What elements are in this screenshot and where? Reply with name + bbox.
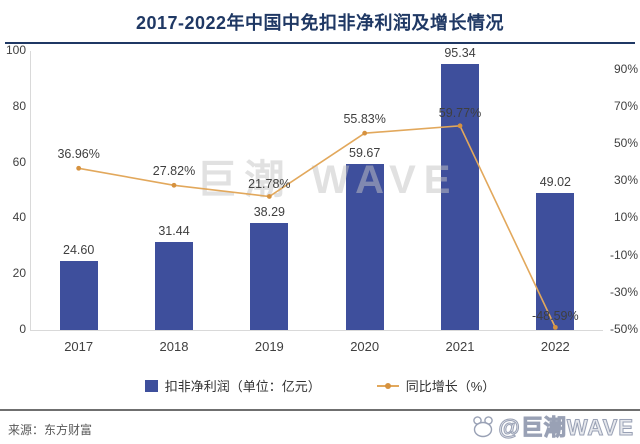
- left-axis-tick: 20: [12, 266, 26, 281]
- legend-label-profit: 扣非净利润（单位：亿元）: [164, 379, 321, 394]
- left-axis-tick: 60: [12, 154, 26, 169]
- x-axis-label: 2022: [540, 339, 570, 354]
- right-axis-tick: 70%: [613, 98, 638, 113]
- line-point-marker: [457, 123, 463, 129]
- line-legend-marker-icon: [376, 382, 399, 389]
- line-point-marker: [266, 194, 272, 199]
- right-axis-tick: -10%: [609, 247, 638, 262]
- page-title: 2017-2022年中国中免扣非净利润及增长情况: [135, 13, 505, 33]
- x-axis-label: 2019: [254, 339, 284, 354]
- bar-value-label: 24.60: [63, 243, 95, 258]
- bar-value-label: 49.02: [539, 175, 571, 190]
- x-axis-label: 2020: [350, 339, 380, 354]
- x-axis-label: 2021: [445, 339, 475, 354]
- growth-value-label: 59.77%: [438, 105, 482, 120]
- bar-legend-swatch-icon: [144, 379, 158, 392]
- growth-value-label: 27.82%: [152, 164, 196, 179]
- right-axis-tick: 10%: [613, 210, 638, 225]
- brand-watermark-text: @巨潮WAVE: [498, 415, 634, 441]
- title-divider: [5, 42, 635, 44]
- bar-2022: [536, 193, 575, 330]
- line-point-marker: [362, 130, 368, 136]
- bar-value-label: 31.44: [158, 224, 190, 239]
- line-point-marker: [552, 324, 558, 330]
- bar-2017: [59, 261, 98, 330]
- line-point-marker: [171, 182, 177, 188]
- center-watermark: 巨潮 WAVE: [196, 158, 459, 202]
- plot-area: 巨潮 WAVE 0 20 40 60 80 100 90% 70% 50% 30% 10% -10% -…: [6, 43, 638, 354]
- legend-item-profit: 扣非净利润（单位：亿元）: [144, 376, 321, 395]
- bar-value-label: 59.67: [349, 145, 381, 160]
- mascot-logo-icon: [473, 416, 494, 438]
- legend-label-growth: 同比增长（%）: [405, 379, 496, 394]
- growth-value-label: -48.59%: [532, 309, 579, 324]
- bar-2019: [250, 223, 289, 330]
- growth-line-chart: [76, 123, 558, 330]
- bar-2020: [345, 163, 384, 330]
- growth-line-path: [78, 124, 557, 328]
- left-axis-tick: 40: [12, 210, 26, 225]
- bar-2018: [155, 242, 193, 330]
- line-point-marker: [76, 165, 82, 171]
- legend-item-growth: 同比增长（%）: [376, 376, 496, 395]
- right-axis-tick: 90%: [613, 61, 638, 76]
- bar-value-label: 38.29: [253, 205, 285, 220]
- right-axis-tick: -30%: [609, 284, 638, 299]
- growth-value-label: 36.96%: [57, 147, 100, 162]
- x-axis-label: 2017: [64, 339, 94, 354]
- growth-value-label: 55.83%: [343, 112, 386, 127]
- footer-divider: [0, 409, 640, 411]
- brand-watermark: @巨潮WAVE: [470, 410, 634, 442]
- source-text: 来源：东方财富: [8, 423, 93, 437]
- x-axis-label: 2018: [159, 339, 189, 354]
- right-axis-tick: 30%: [613, 173, 638, 188]
- legend: 扣非净利润（单位：亿元） 同比增长（%）: [0, 376, 640, 395]
- growth-value-label: 21.78%: [248, 177, 291, 192]
- bar-2021: [441, 64, 479, 330]
- left-axis-tick: 100: [5, 43, 26, 57]
- left-axis-tick: 80: [12, 98, 26, 113]
- right-axis-tick: -50%: [609, 322, 638, 336]
- left-axis-tick: 0: [19, 322, 26, 336]
- right-axis-tick: 50%: [613, 136, 638, 150]
- bar-value-label: 95.34: [444, 46, 476, 61]
